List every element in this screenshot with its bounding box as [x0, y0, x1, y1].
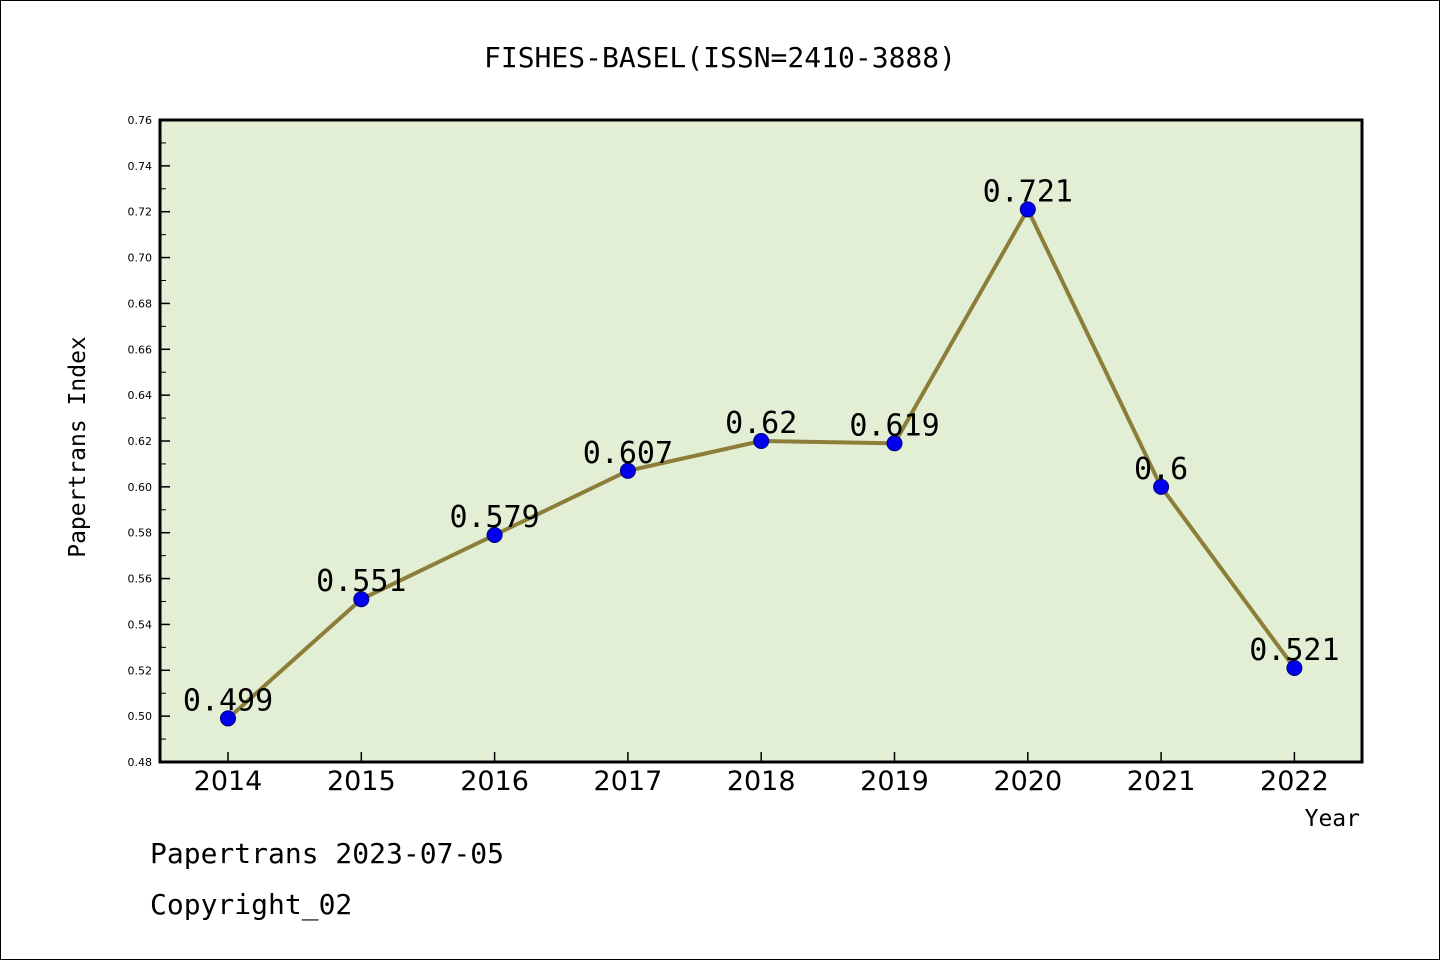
y-tick-label: 0.58: [128, 527, 153, 540]
x-tick-label: 2015: [327, 766, 396, 797]
x-axis-label: Year: [1305, 806, 1360, 832]
x-tick-label: 2018: [727, 766, 796, 797]
y-tick-label: 0.72: [128, 206, 153, 219]
y-tick-label: 0.60: [128, 481, 153, 494]
y-tick-label: 0.68: [128, 297, 153, 310]
y-tick-label: 0.74: [128, 160, 153, 173]
data-point: [1153, 478, 1170, 495]
x-tick-label: 2019: [860, 766, 929, 797]
y-tick-label: 0.66: [128, 343, 153, 356]
y-tick-label: 0.52: [128, 664, 153, 677]
x-axis-ticks: 2014 2015 2016 2017 2018 2019 2020 2021 2022: [194, 752, 1329, 797]
y-tick-label: 0.64: [128, 389, 153, 402]
data-label: 0.551: [316, 564, 406, 599]
data-label: 0.721: [983, 174, 1073, 209]
data-point: [1019, 201, 1036, 218]
footer-source: Papertrans 2023-07-05: [150, 837, 504, 870]
y-tick-label: 0.48: [128, 756, 153, 769]
series-group: 0.499 0.551 0.579 0.607 0.62 0.619 0.721 0.6 0.5…: [183, 174, 1340, 727]
chart-title: FISHES-BASEL(ISSN=2410-3888): [484, 41, 956, 74]
x-tick-label: 2021: [1127, 766, 1196, 797]
data-point: [353, 591, 370, 608]
data-point: [753, 433, 770, 449]
footer-copyright: Copyright_02: [150, 888, 352, 922]
data-label: 0.62: [725, 406, 797, 441]
data-point: [486, 527, 503, 544]
y-tick-label: 0.56: [128, 573, 153, 586]
data-point: [886, 435, 903, 452]
data-point: [619, 462, 636, 479]
y-tick-label: 0.50: [128, 710, 153, 723]
data-label: 0.579: [449, 500, 539, 535]
y-tick-label: 0.76: [128, 114, 153, 127]
y-axis-ticks: 0.48 0.50 0.52 0.54 0.56 0.58 0.60 0.62 0.64 0.66…: [128, 114, 170, 769]
data-label: 0.6: [1134, 452, 1188, 487]
x-tick-label: 2014: [194, 766, 263, 797]
y-tick-label: 0.54: [128, 618, 153, 631]
y-tick-label: 0.62: [128, 435, 153, 448]
data-label: 0.607: [583, 436, 673, 471]
x-tick-label: 2017: [594, 766, 663, 797]
data-label: 0.521: [1249, 633, 1339, 668]
y-tick-label: 0.70: [128, 252, 153, 265]
data-label: 0.619: [849, 408, 939, 443]
data-label: 0.499: [183, 683, 273, 718]
y-axis-label: Papertrans Index: [65, 336, 91, 558]
x-tick-label: 2020: [993, 766, 1062, 797]
x-tick-label: 2016: [460, 766, 529, 797]
x-tick-label: 2022: [1260, 766, 1329, 797]
data-point: [1286, 659, 1303, 676]
data-point: [220, 710, 236, 727]
